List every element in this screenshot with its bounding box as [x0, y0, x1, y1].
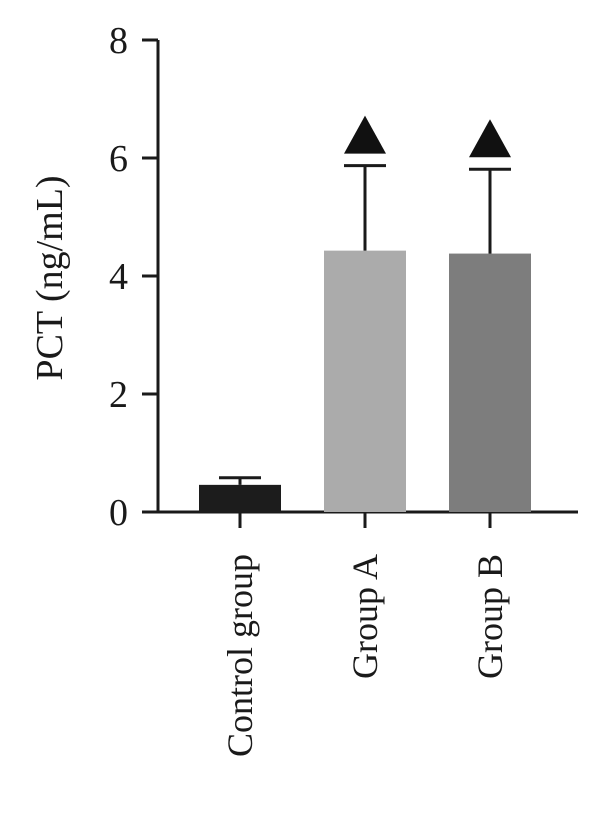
y-axis-label: PCT (ng/mL): [29, 175, 71, 380]
bars: [199, 250, 531, 512]
y-tick-label: 6: [109, 138, 128, 180]
bar: [449, 253, 531, 512]
error-bars: [219, 164, 511, 485]
x-axis: Control group Group A Group B: [158, 510, 578, 757]
significance-triangle-icon: [469, 119, 511, 158]
significance-triangle-icon: [344, 115, 386, 154]
bar: [324, 250, 406, 512]
x-tick-label: Group B: [470, 554, 510, 679]
y-tick-label: 2: [109, 374, 128, 416]
y-tick-label: 4: [109, 256, 128, 298]
x-tick-label: Control group: [220, 554, 260, 757]
significance-markers: [344, 115, 511, 158]
y-tick-label: 0: [109, 492, 128, 534]
x-tick-label: Group A: [345, 554, 385, 679]
y-tick-label: 8: [109, 20, 128, 62]
y-axis: 0 2 4 6 8: [109, 20, 160, 534]
bar: [199, 484, 281, 512]
